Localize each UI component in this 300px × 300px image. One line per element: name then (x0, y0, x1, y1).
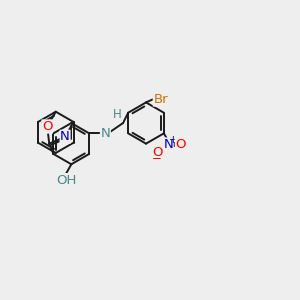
Text: N: N (100, 127, 110, 140)
Text: OH: OH (56, 174, 76, 187)
Text: +: + (169, 134, 178, 145)
Text: O: O (152, 146, 162, 159)
Text: N: N (60, 130, 70, 143)
Text: −: − (152, 152, 161, 165)
Text: O: O (176, 138, 186, 151)
Text: Br: Br (153, 93, 168, 106)
Text: N: N (164, 138, 173, 151)
Text: O: O (42, 120, 52, 133)
Text: H: H (113, 108, 122, 121)
